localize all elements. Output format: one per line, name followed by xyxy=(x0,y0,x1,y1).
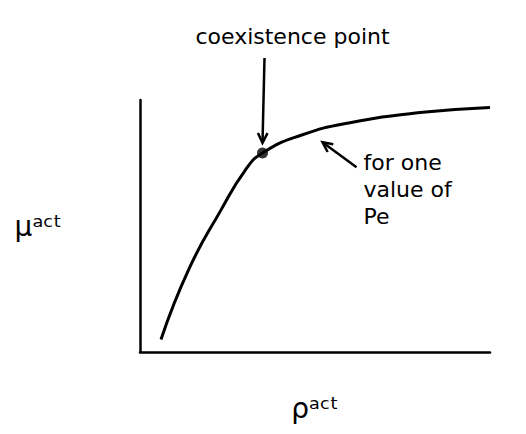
svg-text:value of: value of xyxy=(364,177,459,202)
svg-text:Pe: Pe xyxy=(364,204,390,229)
svg-text:ρᵃᶜᵗ: ρᵃᶜᵗ xyxy=(291,392,338,425)
svg-text:coexistence point: coexistence point xyxy=(195,24,390,49)
svg-text:for one: for one xyxy=(364,150,449,175)
svg-text:μᵃᶜᵗ: μᵃᶜᵗ xyxy=(15,210,62,243)
